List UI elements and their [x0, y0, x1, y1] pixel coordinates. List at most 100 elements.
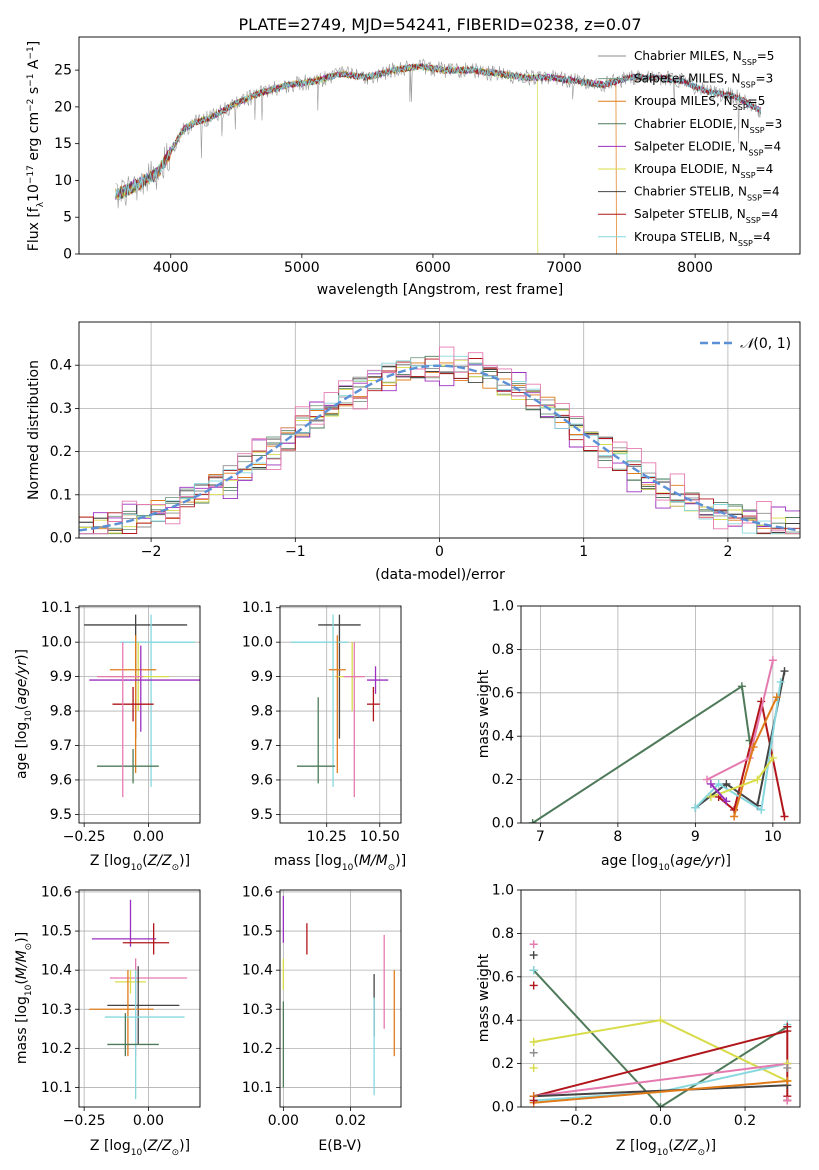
data-point-marker: [753, 775, 762, 784]
label-part: (: [14, 705, 30, 710]
series-line: [733, 696, 778, 817]
legend-sub: SSP: [733, 103, 748, 112]
axes-frame: [520, 889, 801, 1108]
legend-text: Chabrier STELIB, N: [634, 185, 747, 199]
data-point-marker: [529, 981, 538, 990]
legend-label: 𝒩(0, 1): [740, 336, 791, 352]
label-part: 10: [657, 1148, 669, 1158]
label-part: 10: [26, 184, 42, 202]
label-part: )]: [705, 1138, 716, 1154]
x-tick-label: 0.02: [335, 1113, 366, 1129]
data-point-marker: [722, 797, 731, 806]
label-part: ⊙: [24, 943, 34, 951]
axes-frame: [279, 889, 402, 1108]
label-part: 10: [131, 863, 143, 873]
series-line: [706, 660, 774, 781]
label-part: −1: [26, 74, 36, 87]
label-part: age [log: [14, 722, 30, 779]
y-tick-label: 10.6: [41, 884, 72, 900]
y-tick-label: 9.5: [50, 807, 72, 823]
y-tick-label: 5: [63, 210, 72, 226]
legend-text: Salpeter ELODIE, N: [634, 139, 748, 153]
legend-text: Kroupa ELODIE, N: [634, 162, 741, 176]
y-tick-label: 10.3: [242, 1002, 273, 1018]
label-part: wavelength [Angstrom, rest frame]: [317, 282, 563, 298]
y-tick-label: 0.2: [492, 1056, 514, 1072]
data-point-marker: [772, 693, 781, 702]
data-point-marker: [529, 1063, 538, 1072]
legend-text: Chabrier MILES, N: [634, 49, 742, 63]
label-part: ]: [26, 41, 42, 46]
x-tick-label: 10.25: [307, 829, 347, 845]
plot-area: [282, 895, 395, 1096]
y-tick-label: 25: [54, 63, 72, 79]
x-tick-label: 0.00: [133, 829, 164, 845]
y-tick-label: 10.2: [41, 1041, 72, 1057]
label-part: λ: [36, 201, 46, 207]
legend-label: Kroupa ELODIE, NSSP=4: [634, 162, 773, 180]
y-tick-label: 10.0: [41, 635, 72, 651]
z-vs-age-panel: −0.25 0.009.59.69.79.89.910.010.1Z [log10…: [14, 600, 201, 873]
legend-text: =4: [761, 207, 779, 221]
axes-frame: [78, 889, 201, 1108]
data-point-marker: [656, 1016, 665, 1025]
legend-label: Chabrier MILES, NSSP=5: [634, 49, 774, 67]
data-point-marker: [703, 775, 711, 784]
x-tick-label: 0.00: [133, 1113, 164, 1129]
x-tick-label: 7: [536, 829, 545, 845]
axes-frame: [520, 605, 801, 824]
x-axis-label: (data-model)/error: [375, 567, 505, 583]
x-axis-label: E(B-V): [318, 1138, 361, 1154]
spectrum-series-line: [115, 63, 539, 254]
x-tick-label: 2: [723, 544, 732, 560]
y-axis-label: Flux [fλ10−17 erg cm−2 s−1 A−1]: [26, 41, 46, 251]
y-tick-label: 10.2: [242, 1041, 273, 1057]
plot-area: [290, 614, 389, 798]
y-tick-label: 0.6: [492, 685, 514, 701]
ebv-vs-mass-panel: 0.00 0.02 10.1 10.2 10.3 10.4 10.5 10.6 E(B-V): [242, 884, 402, 1154]
z-vs-massweight-panel: −0.2 0.0 0.2 0.0 0.2 0.4 0.6 0.8 1.0 Z [log10(Z/Z…: [476, 883, 801, 1158]
y-tick-label: 0.2: [492, 772, 514, 788]
label-part: 10: [24, 710, 34, 722]
data-point-marker: [656, 1103, 665, 1107]
legend-text: Kroupa STELIB, N: [634, 230, 738, 244]
label-part: Z/Z: [147, 853, 172, 869]
y-tick-label: 9.7: [50, 738, 72, 754]
plot-area: [115, 58, 762, 254]
legend-label: Salpeter ELODIE, NSSP=4: [634, 139, 781, 157]
legend-sub: SSP: [747, 193, 762, 202]
x-tick-label: 9: [691, 829, 700, 845]
y-tick-label: 10.3: [41, 1002, 72, 1018]
data-point-marker: [783, 1076, 792, 1085]
data-point-marker: [529, 951, 538, 960]
label-part: ⊙: [172, 863, 180, 873]
data-point-marker: [706, 792, 715, 801]
legend-text: Chabrier ELODIE, N: [634, 117, 750, 131]
legend-sub: SSP: [738, 238, 753, 247]
plot-area: [89, 899, 188, 1100]
data-point-marker: [737, 682, 746, 691]
x-tick-label: 6000: [415, 260, 451, 276]
y-tick-label: 9.8: [251, 704, 273, 720]
x-tick-label: −0.25: [63, 1113, 106, 1129]
legend-text: =5: [757, 49, 775, 63]
y-tick-label: 10.0: [242, 635, 273, 651]
x-tick-label: 0.00: [268, 1113, 299, 1129]
x-tick-label: 10: [764, 829, 782, 845]
y-axis-label: Normed distribution: [26, 360, 42, 500]
plot-area: [84, 614, 200, 798]
x-tick-label: 10.50: [360, 829, 400, 845]
label-part: Z [log: [90, 853, 131, 869]
label-part: (: [142, 853, 147, 869]
y-tick-label: 0.4: [492, 1013, 514, 1029]
label-part: 10: [24, 984, 34, 996]
residual-histogram-panel: −2 −1 0 1 2 0.0 0.1 0.2 0.3 0.4 (data-model)/error…: [26, 321, 801, 583]
x-tick-label: −0.2: [559, 1113, 593, 1129]
data-point-marker: [768, 656, 777, 665]
legend-text: Salpeter MILES, N: [634, 72, 741, 86]
legend-label: Kroupa MILES, NSSP=5: [634, 94, 765, 112]
label-part: (: [668, 1138, 673, 1154]
